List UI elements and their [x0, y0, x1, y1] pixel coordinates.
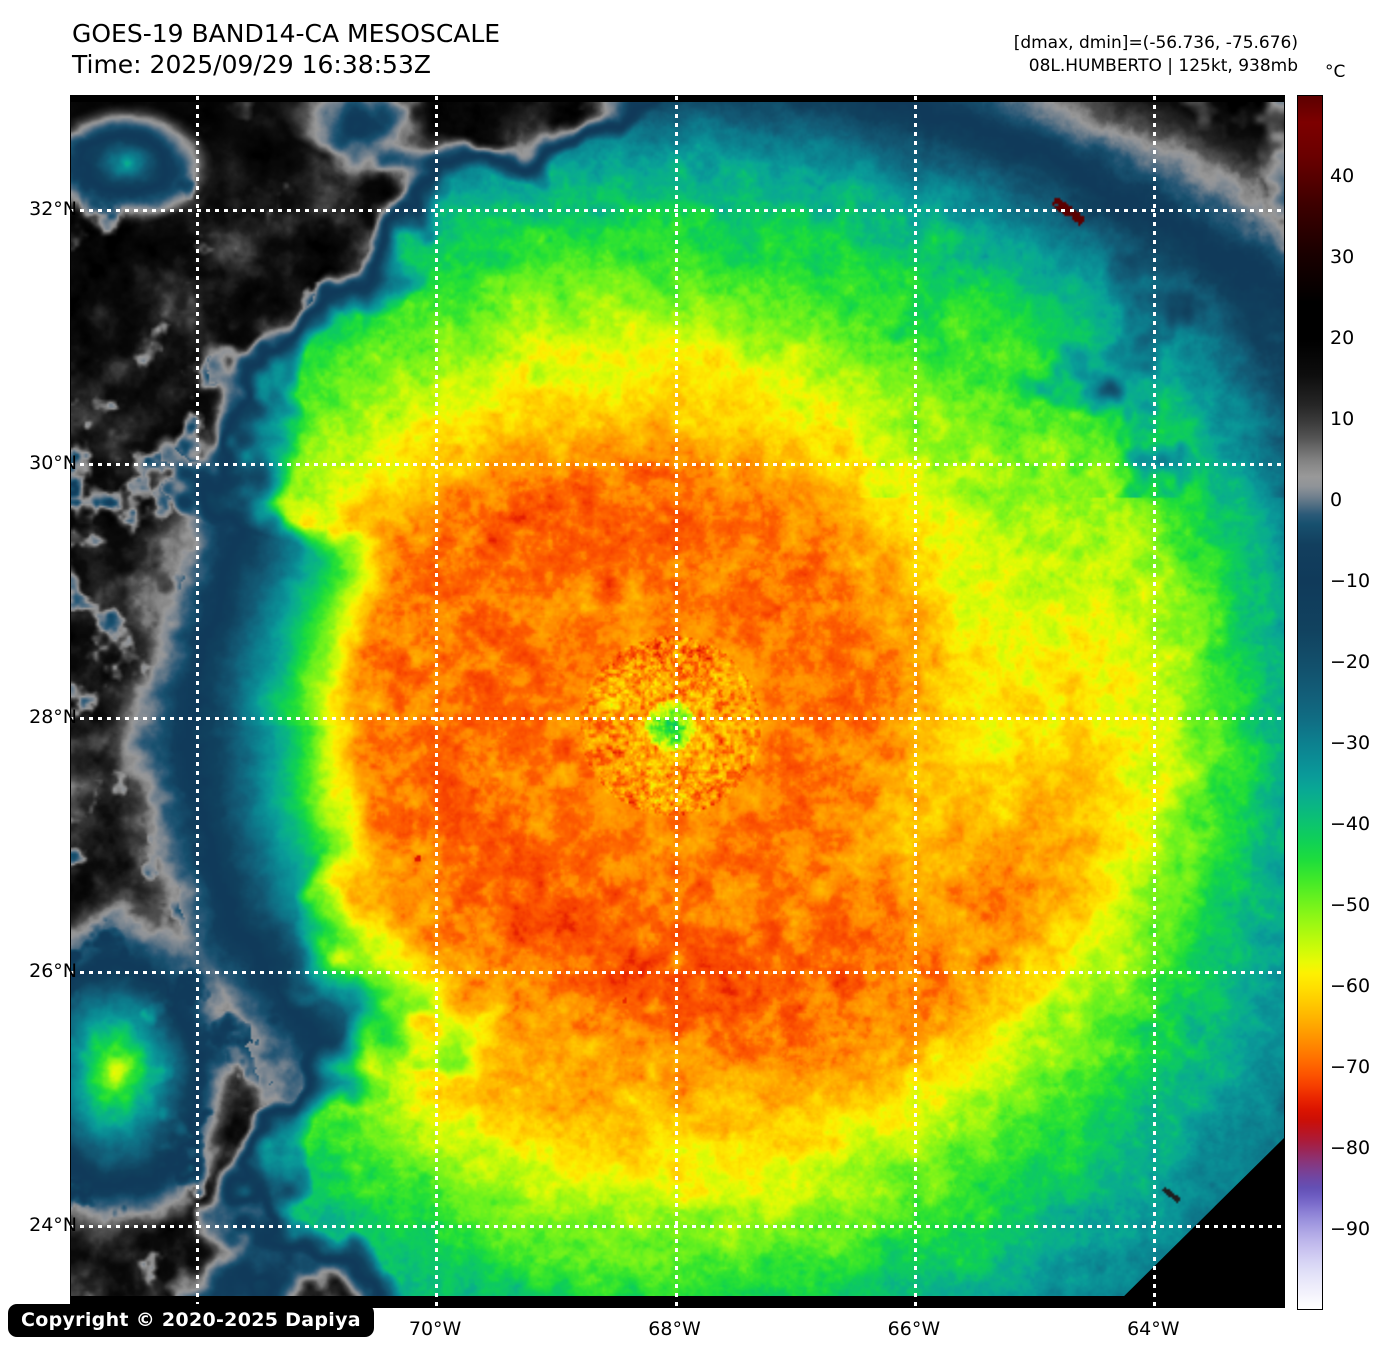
colorbar-tick-label: −90: [1330, 1218, 1371, 1240]
colorbar[interactable]: 40 30 20 10 0 −10 −20 −30 −40 −50 −60 −70 −80 −90: [1297, 95, 1370, 1310]
colorbar-tick-label: 0: [1330, 489, 1343, 511]
page-title: GOES-19 BAND14-CA MESOSCALE: [72, 19, 501, 48]
colorbar-tick-label: −70: [1330, 1056, 1371, 1078]
colorbar-tick-label: −60: [1330, 975, 1371, 997]
storm-info-label: 08L.HUMBERTO | 125kt, 938mb: [1028, 56, 1298, 76]
satellite-imagery-canvas: [71, 96, 1284, 1307]
timestamp-label: Time: 2025/09/29 16:38:53Z: [72, 50, 431, 79]
metadata-block: [dmax, dmin]=(-56.736, -75.676) 08L.HUMB…: [1014, 32, 1298, 78]
colorbar-tick-label: −40: [1330, 813, 1371, 835]
longitude-tick-label: 64°W: [1127, 1318, 1180, 1340]
latitude-tick-label: 30°N: [29, 452, 77, 475]
latitude-tick-label: 32°N: [29, 198, 77, 221]
colorbar-unit-label: °C: [1325, 62, 1346, 82]
colorbar-tick-label: −80: [1330, 1137, 1371, 1159]
colorbar-gradient: [1297, 95, 1323, 1310]
dmax-dmin-label: [dmax, dmin]=(-56.736, -75.676): [1013, 33, 1298, 53]
longitude-tick-label: 66°W: [887, 1318, 941, 1340]
latitude-tick-label: 24°N: [29, 1214, 77, 1237]
colorbar-tick-label: 30: [1330, 246, 1355, 268]
copyright-watermark: Copyright © 2020-2025 Dapiya: [8, 1304, 374, 1337]
colorbar-tick-label: −50: [1330, 894, 1371, 916]
colorbar-tick-label: 40: [1330, 165, 1355, 187]
colorbar-tick-label: 20: [1330, 327, 1355, 349]
latitude-tick-label: 28°N: [29, 706, 77, 729]
colorbar-tick-label: 10: [1330, 408, 1355, 430]
colorbar-tick-label: −30: [1330, 732, 1371, 754]
satellite-image-plot[interactable]: [70, 95, 1285, 1308]
longitude-tick-label: 70°W: [408, 1318, 462, 1340]
chart-title-block: GOES-19 BAND14-CA MESOSCALE Time: 2025/0…: [72, 18, 692, 80]
colorbar-tick-label: −10: [1330, 570, 1371, 592]
latitude-tick-label: 26°N: [29, 960, 77, 983]
colorbar-tick-label: −20: [1330, 651, 1371, 673]
longitude-tick-label: 68°W: [648, 1318, 701, 1340]
